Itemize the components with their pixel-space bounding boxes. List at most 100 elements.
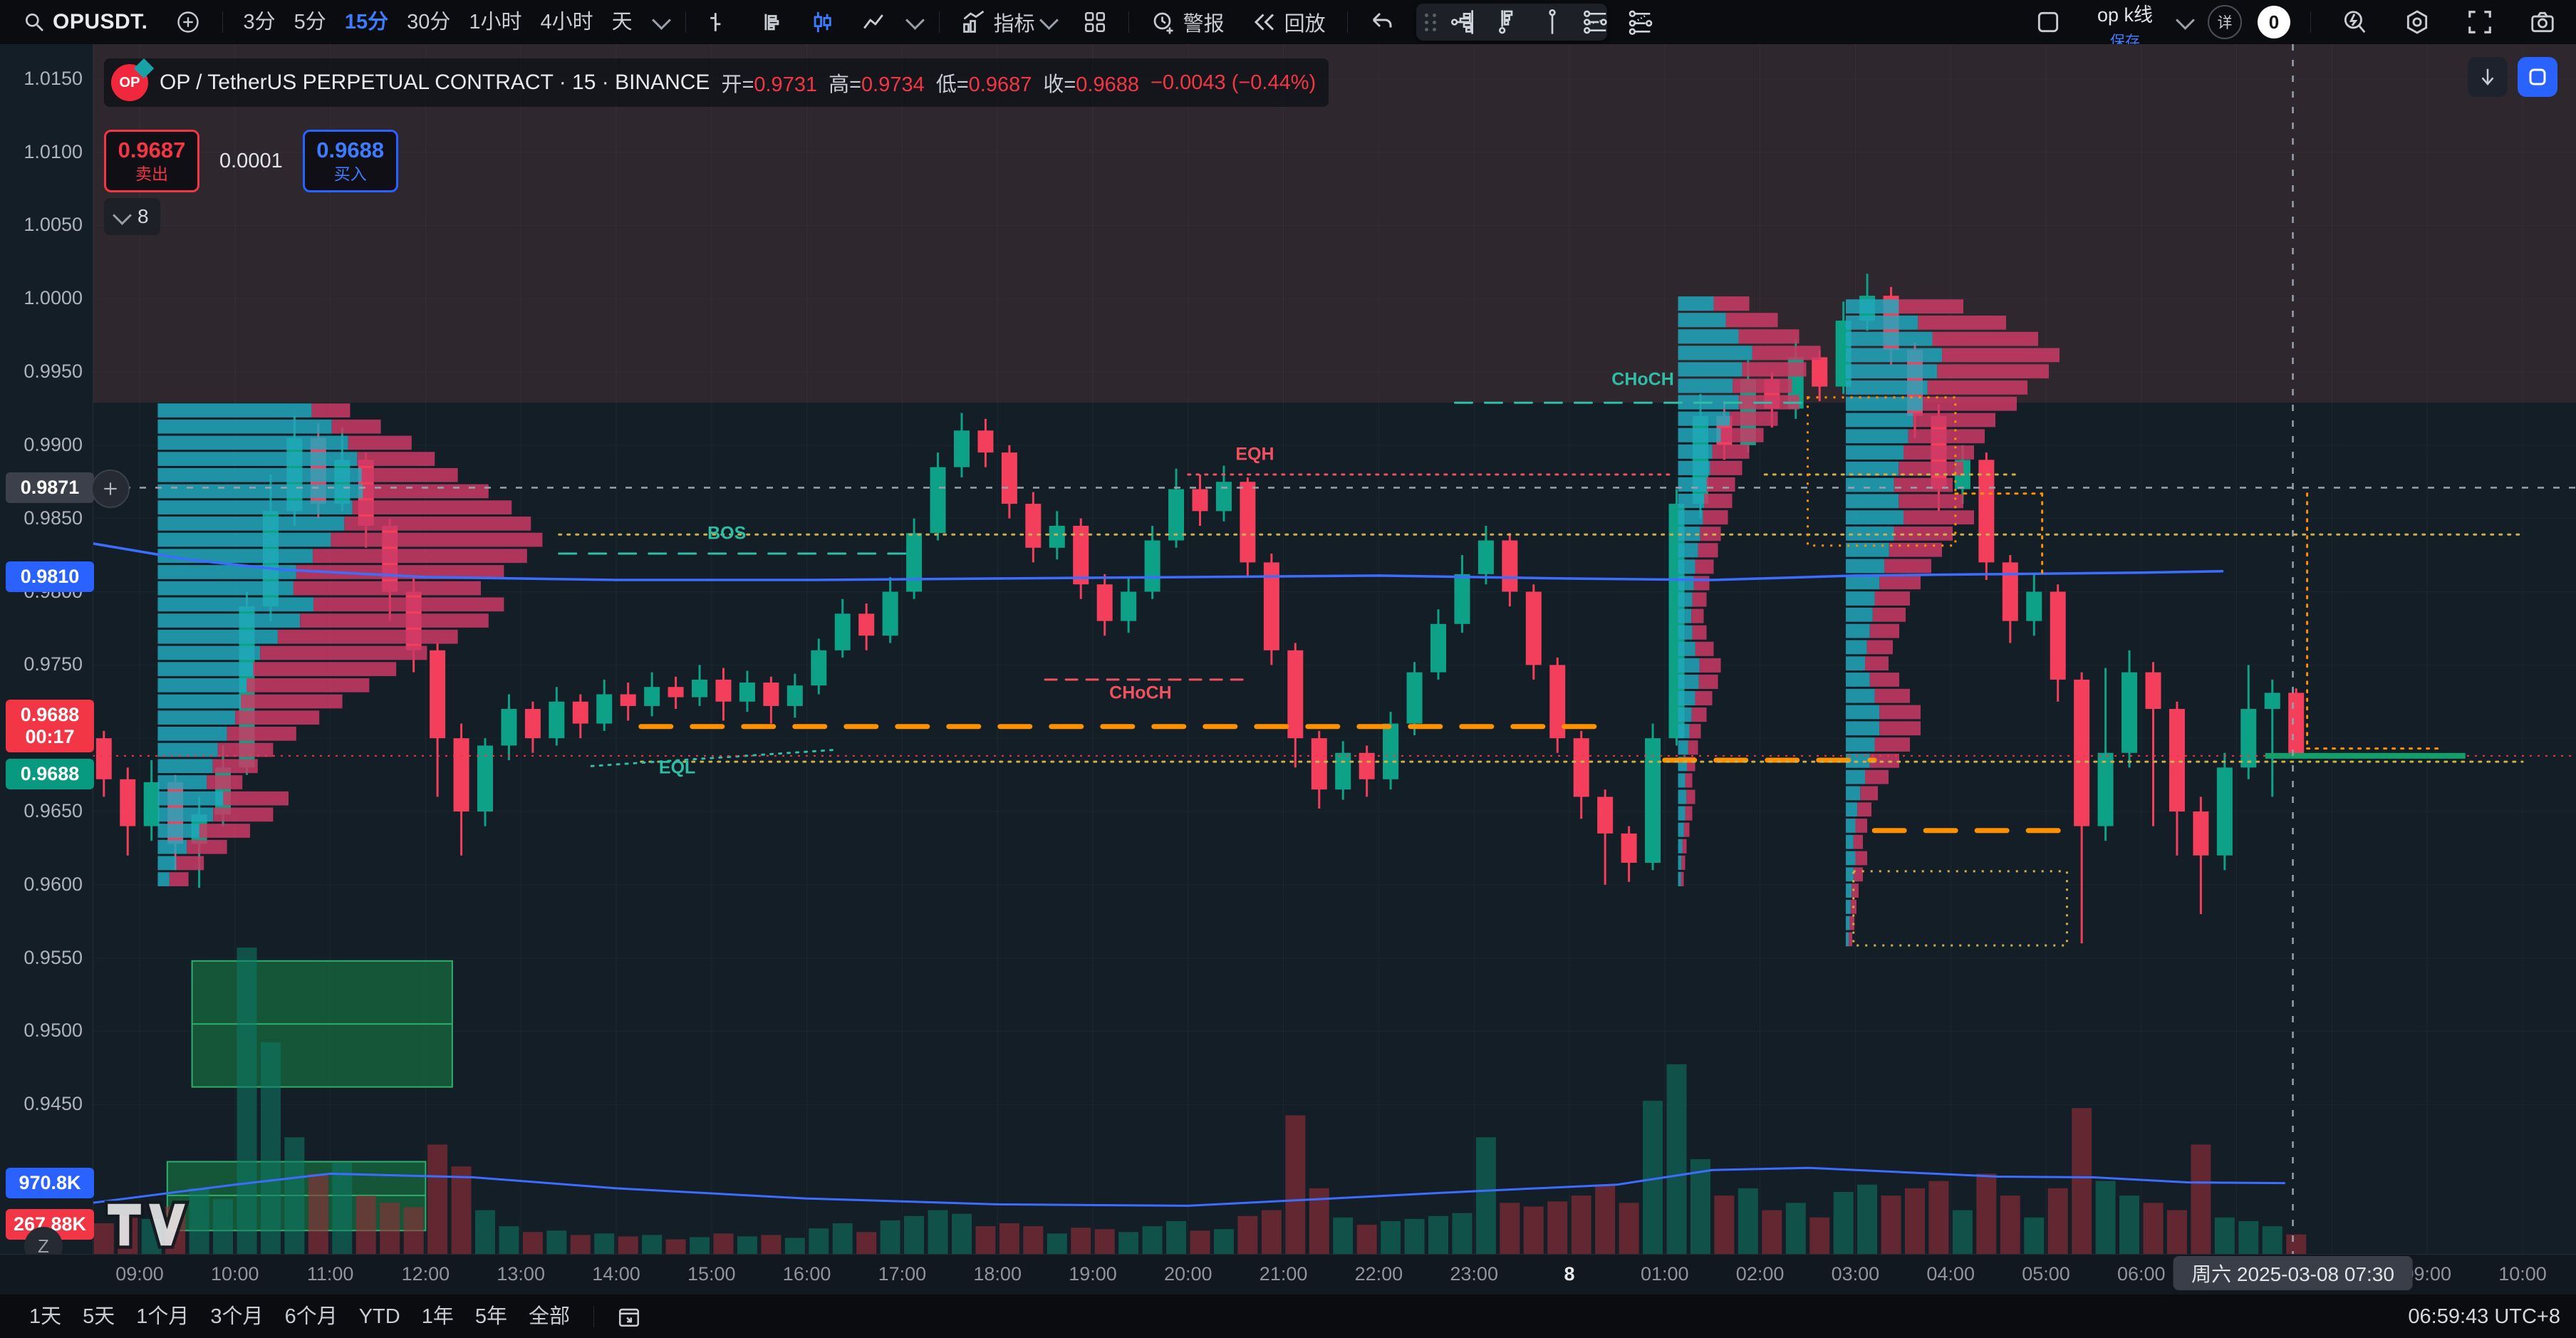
range-button-5天[interactable]: 5天 — [83, 1305, 115, 1328]
candle — [2050, 591, 2066, 680]
settings-button[interactable] — [2394, 6, 2441, 38]
anchored-volume-profile-tool[interactable] — [1488, 6, 1528, 38]
polyline-circles-tool[interactable] — [1621, 6, 1661, 38]
compare-add-button[interactable] — [165, 6, 211, 38]
volume-bar — [784, 1238, 805, 1254]
time-tick: 8 — [1564, 1263, 1575, 1285]
spread-value: 0.0001 — [219, 149, 283, 172]
interval-button-30分[interactable]: 30分 — [407, 11, 451, 33]
alert-button[interactable]: 警报 — [1141, 6, 1235, 38]
chart-style-line-button[interactable] — [851, 6, 895, 38]
chevron-down-icon — [113, 205, 132, 225]
annotation-teal-diag[interactable] — [590, 749, 835, 767]
volume-bar — [1333, 1217, 1354, 1254]
volume-bar — [2286, 1234, 2307, 1254]
plus-icon — [104, 482, 117, 496]
time-tick: 03:00 — [1831, 1263, 1880, 1285]
columns-style-icon — [764, 14, 779, 31]
volume-bar — [1714, 1196, 1735, 1254]
candle — [834, 613, 851, 650]
undo-button[interactable] — [1359, 6, 1405, 38]
candle — [977, 430, 994, 453]
layout-name: op k线 — [2097, 4, 2153, 26]
grid-layout-icon — [1084, 11, 1105, 33]
range-button-YTD[interactable]: YTD — [358, 1305, 400, 1328]
vertical-line-tool[interactable] — [1532, 6, 1572, 38]
annotation-low-box[interactable] — [1852, 870, 2068, 947]
interval-button-4小时[interactable]: 4小时 — [540, 11, 593, 33]
time-tick: 21:00 — [1259, 1263, 1308, 1285]
candle — [1525, 591, 1542, 665]
layout-grid-button[interactable] — [1073, 6, 1117, 38]
indicators-label: 指标 — [993, 13, 1035, 36]
candlestick-plot[interactable]: CHoCH EQH CHoCH EQL BOS — [93, 44, 2576, 1254]
chevron-down-icon[interactable] — [2176, 10, 2195, 30]
range-button-3个月[interactable]: 3个月 — [210, 1305, 264, 1328]
interval-menu-button[interactable] — [649, 6, 674, 38]
range-button-6个月[interactable]: 6个月 — [284, 1305, 338, 1328]
calendar-goto-icon — [618, 1308, 640, 1327]
candle — [1335, 752, 1351, 790]
time-tick: 14:00 — [592, 1263, 640, 1285]
candle — [906, 533, 923, 592]
volume-bar — [809, 1228, 829, 1254]
restore-chart-button[interactable] — [2518, 57, 2557, 97]
interval-button-3分[interactable]: 3分 — [243, 11, 276, 33]
chart-style-menu-button[interactable] — [903, 6, 928, 38]
interval-button-5分[interactable]: 5分 — [294, 11, 326, 33]
volume-bar — [1285, 1115, 1306, 1254]
buy-button[interactable]: 0.9688 买入 — [302, 130, 398, 192]
candle — [786, 685, 803, 706]
range-button-1天[interactable]: 1天 — [29, 1305, 62, 1328]
indicator-param-button[interactable]: 8 — [104, 198, 160, 235]
fixed-volume-profile-tool[interactable] — [1444, 6, 1484, 38]
fixed-volume-profile-icon — [1451, 10, 1473, 34]
volume-bar — [2095, 1181, 2116, 1254]
tradingview-logo[interactable] — [104, 1200, 189, 1250]
volume-bar — [1976, 1173, 1997, 1254]
drag-handle[interactable] — [1425, 13, 1437, 31]
time-tick: 10:00 — [2498, 1263, 2547, 1285]
range-button-全部[interactable]: 全部 — [528, 1305, 570, 1328]
range-button-1年[interactable]: 1年 — [421, 1305, 454, 1328]
chart-style-candles-button[interactable] — [800, 6, 844, 38]
detail-badge[interactable]: 详 — [2208, 5, 2242, 39]
vertical-line-icon — [1549, 9, 1556, 34]
layout-name-button[interactable]: op k线 保存 — [2087, 4, 2163, 50]
chart-style-columns-button[interactable] — [749, 6, 793, 38]
time-axis[interactable]: 周六 2025-03-08 07:30 09:00 10:00 11:00 12:00… — [0, 1254, 2576, 1295]
interval-button-1小时[interactable]: 1小时 — [469, 11, 522, 33]
symbol-search-button[interactable]: OPUSDT. — [13, 6, 158, 38]
range-button-5年[interactable]: 5年 — [474, 1305, 507, 1328]
price-axis[interactable]: 1.0150 1.0100 1.0050 1.0000 0.9950 0.9900 0.98… — [0, 44, 94, 1265]
line-style-icon — [863, 14, 883, 29]
quick-search-button[interactable] — [2331, 6, 2378, 38]
scroll-to-latest-button[interactable] — [2468, 57, 2508, 97]
volume-bar — [1237, 1215, 1258, 1254]
toolbar-separator — [593, 1306, 594, 1327]
chart-style-bars-button[interactable] — [697, 6, 742, 38]
trend-circles-tool[interactable] — [1577, 6, 1616, 38]
snapshot-button[interactable] — [2519, 6, 2566, 38]
time-tick: 04:00 — [1926, 1263, 1975, 1285]
chart-pane[interactable]: CHoCH EQH CHoCH EQL BOS 1.0150 1.0100 1.0050 1.… — [0, 44, 2576, 1265]
crosshair-add-alert-button[interactable] — [91, 470, 130, 509]
fullscreen-button[interactable] — [2456, 6, 2503, 38]
indicators-icon — [962, 10, 984, 33]
select-layout-button[interactable] — [2025, 6, 2072, 38]
volume-bar — [2000, 1196, 2020, 1254]
replay-button[interactable]: 回放 — [1242, 6, 1336, 38]
volume-bar — [570, 1235, 591, 1254]
price-tick: 0.9750 — [24, 653, 83, 675]
volume-bar — [1428, 1215, 1448, 1254]
goto-date-button[interactable] — [607, 1301, 651, 1332]
range-button-1个月[interactable]: 1个月 — [136, 1305, 189, 1328]
interval-button-天[interactable]: 天 — [611, 11, 633, 33]
time-tick: 16:00 — [782, 1263, 831, 1285]
interval-button-15分[interactable]: 15分 — [344, 11, 389, 33]
volume-bar — [1738, 1188, 1758, 1254]
indicators-button[interactable]: 指标 — [951, 6, 1066, 38]
sell-button[interactable]: 0.9687 卖出 — [104, 130, 199, 192]
clock[interactable]: 06:59:43 UTC+8 — [2408, 1305, 2560, 1329]
notification-count-badge[interactable]: 0 — [2258, 6, 2290, 38]
